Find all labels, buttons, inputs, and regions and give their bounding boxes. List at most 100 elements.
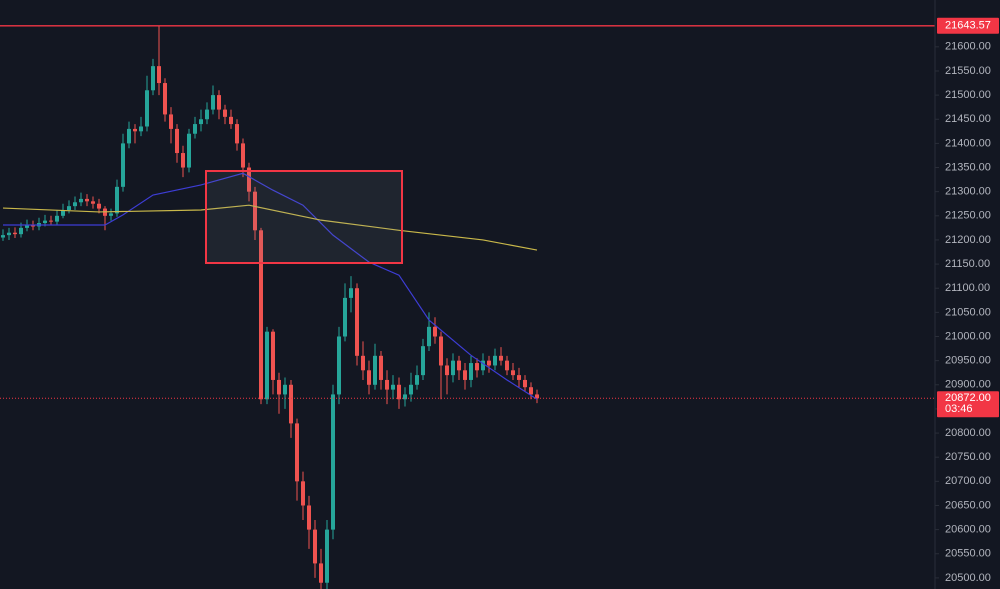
candle-body [229,116,233,125]
y-tick-label: 21000.00 [945,330,991,342]
candle-body [259,230,263,400]
candle-body [457,360,461,371]
candle-body [475,363,479,371]
candle-body [19,227,23,235]
candle-body [535,394,539,399]
candle-body [1,235,5,238]
price-badge-label: 20872.00 [945,392,991,404]
candle-body [301,481,305,506]
y-tick-label: 20600.00 [945,524,991,536]
candle-body [25,225,29,228]
candle-body [385,379,389,390]
candle-body [481,360,485,371]
y-tick-label: 21600.00 [945,41,991,53]
y-tick-label: 21300.00 [945,186,991,198]
candle-body [187,133,191,168]
moving-average [3,172,538,400]
candle-body [487,360,491,366]
y-tick-label: 21400.00 [945,137,991,149]
candle-body [373,355,377,385]
candle-body [241,143,245,168]
price-axis: 20500.00 20550.00 20600.00 20650.00 20700.00… [935,17,999,584]
candle-body [343,297,347,337]
candle-body [85,198,89,202]
candle-body [289,384,293,424]
candle-body [157,66,161,84]
y-tick-label: 20550.00 [945,548,991,560]
candle-body [31,225,35,227]
y-tick-label: 20900.00 [945,379,991,391]
y-tick-label: 21150.00 [945,258,990,270]
candle-body [163,83,167,115]
candle-body [55,215,59,222]
candle-body [139,126,143,132]
candle-body [115,186,119,214]
y-tick-label: 21500.00 [945,89,991,101]
y-tick-label: 20500.00 [945,572,991,584]
plot-area [0,25,935,589]
candle-body [61,210,65,216]
candle-body [511,370,515,376]
candle-body [307,505,311,530]
candle-body [433,326,437,337]
candle-body [445,365,449,376]
candle-body [253,191,257,231]
candle-body [439,336,443,366]
candle-body [361,355,365,371]
price-badge-label: 21643.57 [945,20,991,32]
candle-body [397,384,401,400]
candle-body [247,167,251,192]
candle-body [73,202,77,207]
candle-body [349,288,353,298]
price-badge [937,17,999,34]
candle-body [469,363,473,380]
candle-body [427,326,431,347]
candle-body [337,336,341,395]
countdown-label: 03:46 [945,403,973,415]
candle-body [313,529,317,564]
candle-body [211,95,215,110]
candle-body [415,375,419,385]
candle-body [463,370,467,380]
candle-body [499,355,503,361]
candle-body [523,379,527,388]
candle-body [277,379,281,395]
candle-body [451,360,455,376]
candle-body [217,95,221,110]
candle-body [127,128,131,144]
candle-body [193,124,197,134]
candle-body [199,119,203,125]
candle-body [43,220,47,224]
y-tick-label: 20950.00 [945,355,991,367]
candle-body [529,387,533,395]
y-tick-label: 21450.00 [945,113,991,125]
candle-body [409,384,413,395]
candle-body [7,232,11,236]
candle-body [79,198,83,203]
candle-body [295,423,299,482]
y-tick-label: 20650.00 [945,499,991,511]
candle-body [151,66,155,91]
candle-body [367,370,371,385]
candle-body [493,355,497,366]
candle-body [265,331,269,400]
candle-body [331,394,335,530]
candle-body [325,529,329,583]
candle-body [517,375,521,380]
candle-body [67,206,71,211]
moving-average [2,204,538,251]
candle-body [505,360,509,371]
y-tick-label: 20750.00 [945,451,991,463]
y-tick-label: 21250.00 [945,210,991,222]
candle-body [145,90,149,127]
y-tick-label: 21100.00 [945,282,990,294]
y-tick-label: 21350.00 [945,161,991,173]
candle-body [133,128,137,132]
candle-body [283,384,287,395]
candle-body [175,128,179,154]
candle-body [169,114,173,129]
candle-body [97,203,101,209]
